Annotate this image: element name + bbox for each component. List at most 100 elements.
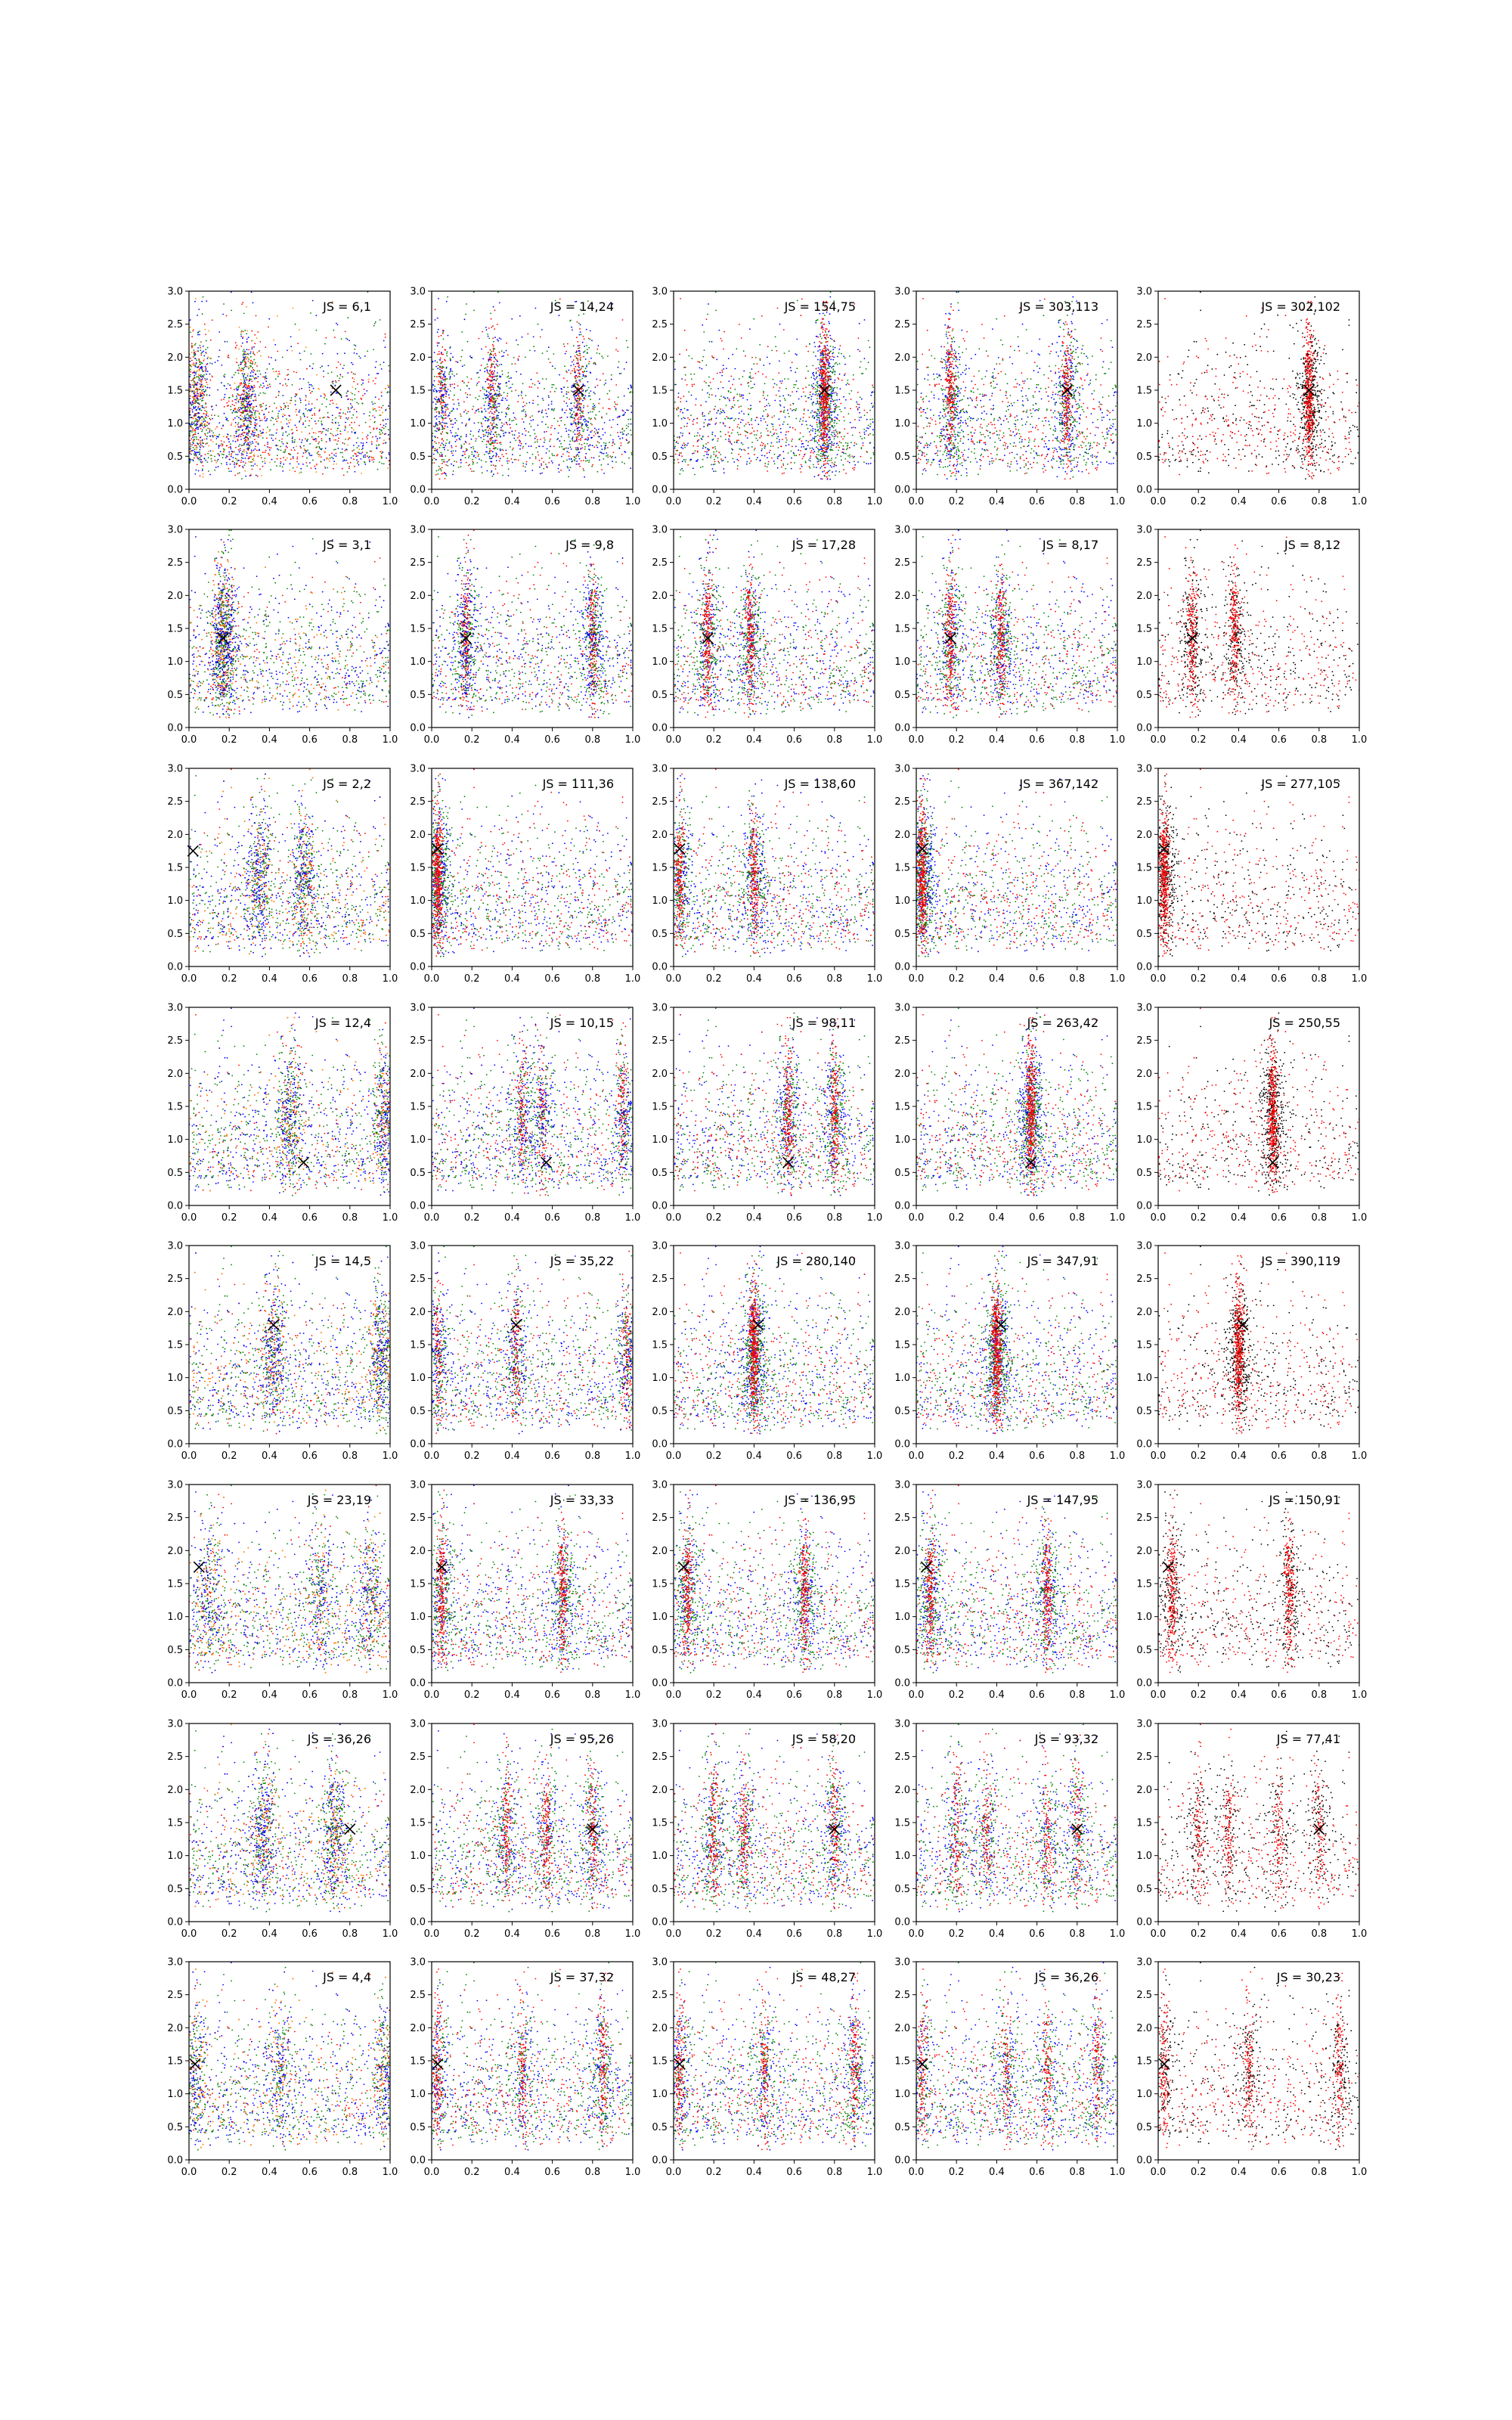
point	[309, 462, 311, 464]
point	[194, 458, 195, 459]
point	[582, 342, 584, 343]
point	[197, 399, 199, 400]
point	[442, 405, 443, 407]
point	[253, 388, 254, 389]
point	[197, 376, 199, 377]
point	[587, 412, 589, 414]
point	[294, 449, 296, 451]
point	[630, 430, 631, 431]
point	[844, 364, 846, 365]
point	[378, 444, 380, 445]
point	[446, 367, 448, 368]
point	[749, 328, 751, 330]
point	[326, 458, 327, 460]
point	[369, 456, 370, 458]
point	[190, 388, 191, 389]
point	[593, 458, 595, 459]
point	[574, 430, 575, 431]
point	[583, 431, 584, 433]
point	[811, 411, 813, 412]
point	[254, 399, 256, 401]
point	[608, 408, 609, 410]
point	[242, 426, 243, 427]
point	[241, 453, 243, 455]
point	[220, 451, 222, 452]
point	[240, 364, 241, 365]
point	[438, 442, 440, 444]
point	[237, 386, 238, 388]
point	[552, 455, 553, 457]
point	[353, 449, 355, 451]
point	[248, 349, 249, 351]
point	[363, 445, 364, 446]
point	[518, 445, 519, 446]
point	[577, 321, 578, 323]
point	[299, 329, 300, 330]
point	[432, 440, 433, 442]
point	[231, 387, 232, 389]
point	[826, 345, 828, 346]
point	[581, 435, 583, 436]
point	[370, 432, 371, 433]
point	[376, 410, 377, 411]
point	[190, 386, 191, 388]
point	[503, 392, 505, 393]
point	[435, 422, 437, 424]
point	[382, 412, 383, 414]
point	[576, 407, 578, 408]
point	[234, 405, 235, 406]
point	[489, 427, 491, 429]
point	[463, 443, 465, 445]
point	[205, 460, 206, 461]
point	[494, 366, 495, 368]
point	[206, 406, 207, 408]
point	[579, 466, 581, 467]
point	[362, 403, 364, 405]
point	[584, 476, 585, 478]
point	[766, 405, 767, 407]
point	[445, 445, 446, 446]
point	[238, 445, 240, 447]
point	[543, 461, 544, 463]
point	[599, 436, 600, 438]
point	[609, 420, 611, 421]
point	[296, 395, 297, 396]
point	[514, 434, 516, 436]
point	[596, 349, 598, 350]
point	[209, 436, 211, 437]
point	[319, 408, 321, 410]
point	[265, 408, 267, 409]
point	[223, 448, 225, 450]
point	[244, 382, 246, 383]
point	[589, 460, 590, 461]
point	[194, 344, 196, 346]
point	[577, 362, 578, 364]
point	[302, 439, 303, 441]
point	[518, 359, 519, 361]
point	[442, 473, 444, 474]
point	[326, 430, 327, 431]
point	[207, 428, 209, 430]
point	[187, 318, 188, 319]
point	[492, 364, 494, 365]
point	[201, 301, 203, 302]
point	[342, 368, 344, 369]
point	[187, 436, 188, 438]
point	[505, 450, 507, 451]
point	[491, 389, 492, 390]
point	[686, 445, 688, 446]
point	[482, 388, 484, 389]
point	[575, 355, 576, 357]
point	[207, 371, 209, 372]
point	[574, 376, 575, 377]
point	[212, 418, 213, 420]
point	[318, 446, 320, 448]
point	[246, 451, 247, 452]
point	[484, 454, 485, 455]
y-tick-label: 0.0	[167, 485, 183, 496]
point	[831, 441, 832, 442]
point	[446, 355, 448, 357]
point	[299, 421, 300, 423]
point	[835, 380, 836, 381]
